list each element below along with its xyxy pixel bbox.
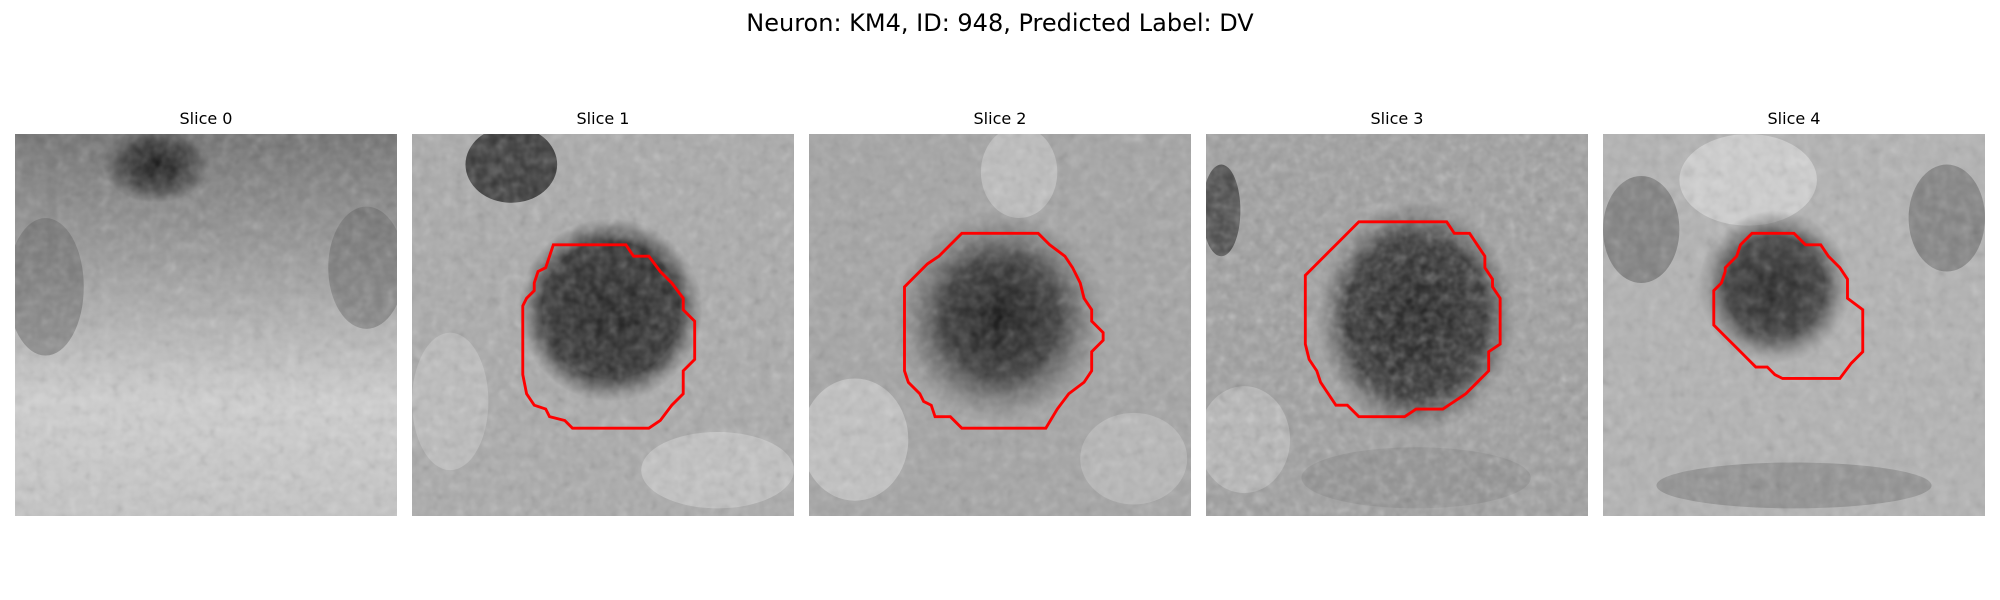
slice-image-4 xyxy=(1603,134,1985,516)
slice-title-3: Slice 3 xyxy=(1370,109,1424,128)
slice-panel-0: Slice 0 xyxy=(15,108,397,518)
neuron-contour xyxy=(1303,220,1502,419)
neuron-contour xyxy=(521,243,697,430)
neuron-contour xyxy=(903,231,1105,430)
slice-image-0 xyxy=(15,134,397,516)
neuron-contour xyxy=(1712,231,1865,380)
slice-image-3 xyxy=(1206,134,1588,516)
figure-title: Neuron: KM4, ID: 948, Predicted Label: D… xyxy=(746,9,1254,37)
slice-panel-3: Slice 3 xyxy=(1206,108,1588,518)
slice-panel-1: Slice 1 xyxy=(412,108,794,518)
slice-title-4: Slice 4 xyxy=(1767,109,1821,128)
slice-image-1 xyxy=(412,134,794,516)
slice-title-0: Slice 0 xyxy=(179,109,233,128)
slice-panel-4: Slice 4 xyxy=(1603,108,1985,518)
slice-panel-2: Slice 2 xyxy=(809,108,1191,518)
slice-image-2 xyxy=(809,134,1191,516)
slice-title-1: Slice 1 xyxy=(576,109,630,128)
slice-title-2: Slice 2 xyxy=(973,109,1027,128)
